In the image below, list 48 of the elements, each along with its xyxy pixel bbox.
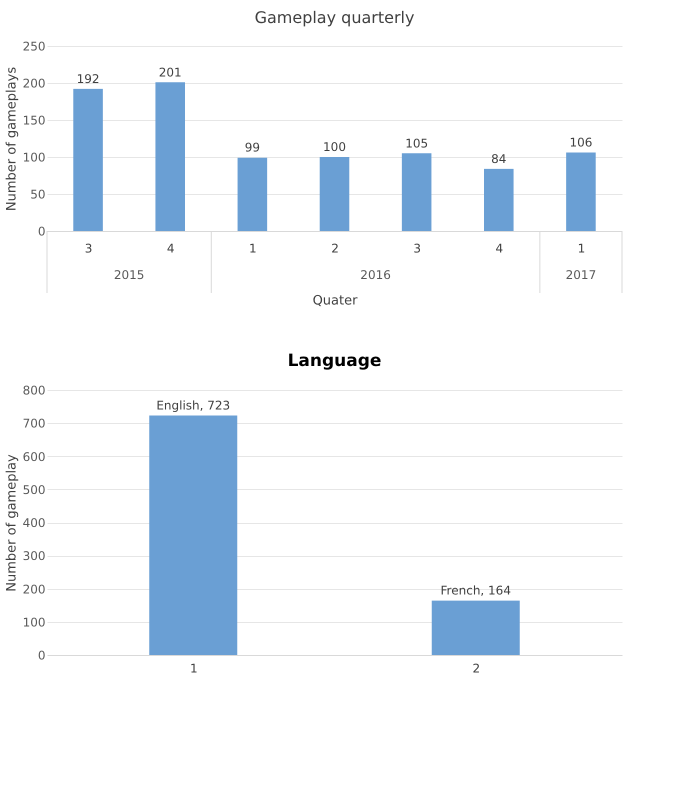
text: 2015 [114,268,144,282]
data-label: English, 723 [156,398,230,413]
bar [402,153,432,231]
y-axis-title: Number of gameplay [4,454,20,592]
x-tick-label: 4 [166,242,175,256]
y-tick-label: 0 [38,224,46,238]
data-label: 84 [491,152,506,166]
bar [155,82,185,231]
x-tick-label: 1 [249,242,257,256]
y-tick-label: 800 [22,384,46,398]
y-tick-label: 500 [22,482,46,497]
data-label: 201 [158,65,182,80]
y-tick-label: 50 [30,188,46,202]
data-label: 192 [76,72,100,86]
x-tick-label: 2 [472,662,480,676]
y-tick-label: 600 [22,450,46,464]
y-tick-label: 200 [22,582,46,596]
bar [320,157,350,231]
y-tick-label: 400 [22,516,46,530]
x-tick-label: 1 [578,242,586,256]
data-label: 105 [405,136,428,150]
chart-title: Language [288,351,382,371]
y-tick-label: 200 [22,76,46,90]
bar [238,158,268,231]
x-tick-label: 1 [190,662,198,676]
bar [566,152,596,231]
y-tick-label: 100 [22,150,46,164]
y-tick-label: 150 [22,114,46,128]
data-label: 100 [323,140,346,154]
x-tick-label: 4 [495,242,504,256]
text: 2016 [360,268,391,282]
text: 2017 [566,268,596,282]
data-label: 99 [244,140,260,155]
y-tick-label: 250 [22,40,46,54]
chart-title: Gameplay quarterly [254,8,414,27]
x-tick-label: 3 [413,242,421,256]
x-tick-label: 3 [84,242,92,256]
y-tick-label: 300 [22,549,46,564]
y-tick-label: 700 [22,416,46,431]
bar [73,88,103,231]
bar [484,168,514,231]
data-label: French, 164 [440,584,511,598]
x-tick-label: 2 [331,242,339,256]
y-tick-label: 100 [22,615,46,630]
y-tick-label: 0 [38,648,46,662]
y-axis-title: Number of gameplays [4,66,20,212]
data-label: 106 [569,136,592,150]
x-axis-title: Quater [312,294,358,308]
